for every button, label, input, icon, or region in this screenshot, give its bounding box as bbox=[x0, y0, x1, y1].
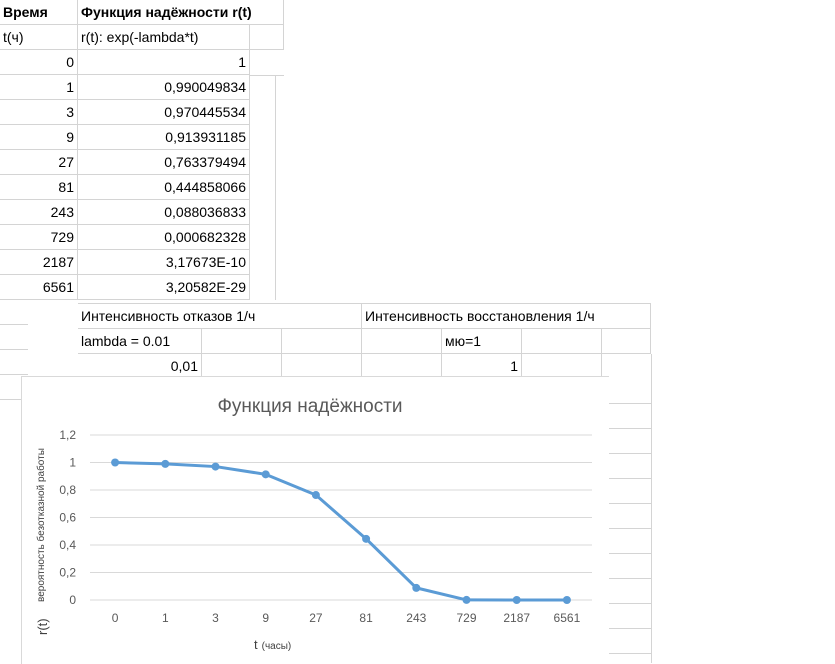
cell-reliability[interactable]: 0,444858066 bbox=[78, 175, 250, 200]
chart-title: Функция надёжности bbox=[217, 396, 402, 417]
grid-line bbox=[0, 374, 28, 375]
data-point[interactable] bbox=[311, 491, 320, 500]
data-point[interactable] bbox=[562, 596, 571, 604]
series-line bbox=[115, 461, 567, 602]
empty-cell[interactable] bbox=[522, 329, 602, 354]
data-point[interactable] bbox=[412, 583, 421, 592]
grid-line bbox=[608, 528, 651, 529]
y-tick-label: 0,2 bbox=[59, 566, 76, 580]
y-tick-label: 1 bbox=[69, 456, 76, 470]
cell-reliability[interactable]: 0,970445534 bbox=[78, 100, 250, 125]
cell-reliability[interactable]: 3,20582E-29 bbox=[78, 275, 250, 300]
y-axis-label: вероятность безотказной работы bbox=[35, 448, 47, 602]
cell-time[interactable]: 81 bbox=[0, 175, 78, 200]
subheader-time[interactable]: t(ч) bbox=[0, 25, 78, 50]
lambda-label[interactable]: lambda = 0.01 bbox=[78, 329, 202, 354]
grid-line bbox=[250, 75, 284, 76]
y-tick-label: 0,8 bbox=[59, 483, 76, 497]
failure-intensity-title[interactable]: Интенсивность отказов 1/ч bbox=[78, 303, 362, 329]
empty-cell[interactable] bbox=[602, 329, 651, 354]
cell-time[interactable]: 3 bbox=[0, 100, 78, 125]
grid-line bbox=[0, 349, 28, 350]
cell-time[interactable]: 6561 bbox=[0, 275, 78, 300]
data-point[interactable] bbox=[462, 595, 471, 604]
grid-line bbox=[608, 453, 651, 454]
cell-time[interactable]: 0 bbox=[0, 50, 78, 75]
grid-line bbox=[275, 76, 276, 300]
cell-time[interactable]: 2187 bbox=[0, 250, 78, 275]
cell-time[interactable]: 243 bbox=[0, 200, 78, 225]
data-point[interactable] bbox=[261, 470, 270, 479]
grid-line bbox=[608, 603, 651, 604]
mu-label[interactable]: мю=1 bbox=[442, 329, 522, 354]
y-tick-label: 0 bbox=[69, 593, 76, 607]
grid-line bbox=[608, 653, 651, 654]
x-tick-label: 729 bbox=[456, 611, 476, 625]
grid-line bbox=[0, 399, 28, 400]
x-axis-label: t bbox=[254, 637, 258, 652]
grid-line bbox=[0, 324, 28, 325]
grid-line bbox=[608, 403, 651, 404]
grid-line bbox=[651, 354, 652, 663]
y-tick-label: 1,2 bbox=[59, 428, 76, 442]
header-time[interactable]: Время bbox=[0, 0, 78, 25]
x-tick-label: 81 bbox=[359, 611, 373, 625]
cell-time[interactable]: 1 bbox=[0, 75, 78, 100]
empty-cell[interactable] bbox=[282, 329, 362, 354]
data-point[interactable] bbox=[161, 459, 170, 468]
x-axis-unit: (часы) bbox=[262, 641, 292, 652]
recovery-intensity-title[interactable]: Интенсивность восстановления 1/ч bbox=[362, 303, 651, 329]
reliability-chart[interactable]: Функция надёжности 0 0,2 0,4 0,6 0,8 1 1,2 0 1 3… bbox=[21, 376, 609, 664]
header-reliability[interactable]: Функция надёжности r(t) bbox=[78, 0, 284, 25]
grid-line bbox=[608, 428, 651, 429]
cell-reliability[interactable]: 0,088036833 bbox=[78, 200, 250, 225]
empty-cell[interactable] bbox=[250, 25, 284, 50]
data-point[interactable] bbox=[111, 458, 120, 467]
cell-reliability[interactable]: 0,913931185 bbox=[78, 125, 250, 150]
data-point[interactable] bbox=[362, 534, 371, 543]
chart-canvas: Функция надёжности 0 0,2 0,4 0,6 0,8 1 1,2 0 1 3… bbox=[35, 396, 592, 652]
empty-cell[interactable] bbox=[202, 329, 282, 354]
empty-cell[interactable] bbox=[362, 329, 442, 354]
x-tick-label: 3 bbox=[212, 611, 219, 625]
data-point[interactable] bbox=[211, 462, 220, 471]
x-tick-label: 27 bbox=[309, 611, 323, 625]
y-tick-label: 0,4 bbox=[59, 538, 76, 552]
cell-reliability[interactable]: 3,17673E-10 bbox=[78, 250, 250, 275]
x-tick-label: 2187 bbox=[503, 611, 530, 625]
grid-line bbox=[608, 628, 651, 629]
x-tick-label: 9 bbox=[262, 611, 269, 625]
x-tick-label: 243 bbox=[406, 611, 426, 625]
cell-time[interactable]: 9 bbox=[0, 125, 78, 150]
y-axis-label-prefix: r(t) bbox=[35, 618, 50, 635]
grid-line bbox=[608, 578, 651, 579]
x-tick-label: 6561 bbox=[554, 611, 581, 625]
y-tick-label: 0,6 bbox=[59, 511, 76, 525]
cell-reliability[interactable]: 1 bbox=[78, 50, 250, 75]
data-point[interactable] bbox=[512, 596, 521, 604]
cell-reliability[interactable]: 0,000682328 bbox=[78, 225, 250, 250]
cell-reliability[interactable]: 0,990049834 bbox=[78, 75, 250, 100]
cell-time[interactable]: 729 bbox=[0, 225, 78, 250]
subheader-formula[interactable]: r(t): exp(-lambda*t) bbox=[78, 25, 250, 50]
cell-reliability[interactable]: 0,763379494 bbox=[78, 150, 250, 175]
x-tick-label: 0 bbox=[112, 611, 119, 625]
cell-time[interactable]: 27 bbox=[0, 150, 78, 175]
grid-line bbox=[608, 478, 651, 479]
x-tick-label: 1 bbox=[162, 611, 169, 625]
grid-line bbox=[608, 553, 651, 554]
grid-line bbox=[608, 503, 651, 504]
